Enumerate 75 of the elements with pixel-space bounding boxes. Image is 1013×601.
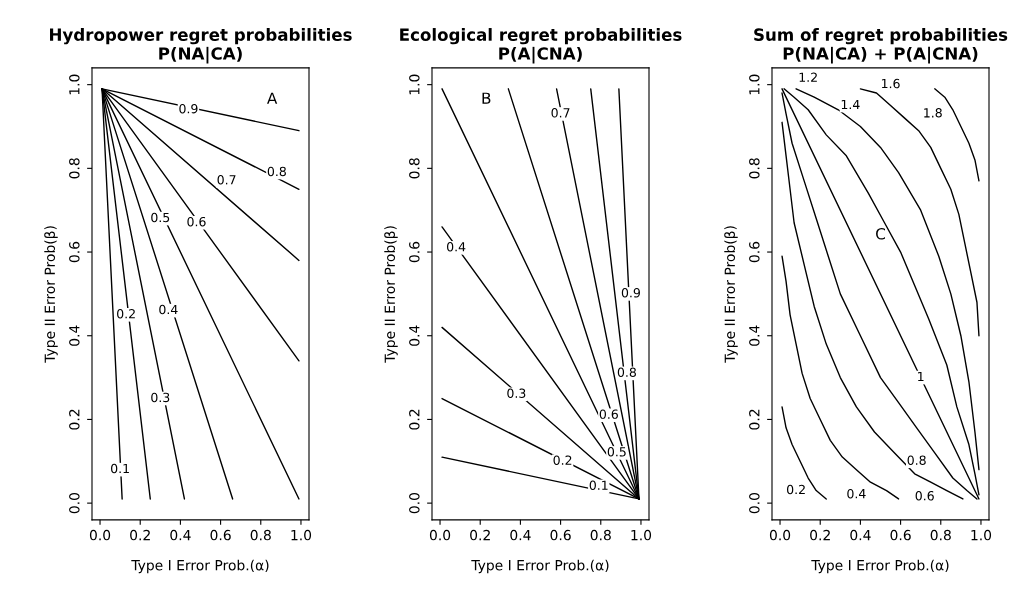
x-tick-label: 1.0: [631, 529, 652, 541]
y-tick-label: 0.0: [69, 493, 80, 514]
x-tick-label: 0.0: [429, 529, 451, 541]
chart-title: Ecological regret probabilities P(A|CNA): [400, 28, 682, 64]
x-tick-label: 0.4: [510, 529, 531, 541]
annotation: 0.6: [599, 409, 618, 419]
annotation: 0.7: [551, 108, 570, 118]
annotation: 0.6: [915, 491, 934, 501]
y-tick-label: 0.0: [409, 493, 420, 514]
annotation: 0.8: [617, 367, 636, 378]
y-axis-title: Type II Error Prob(β): [384, 226, 398, 363]
y-tick-label: 0.6: [749, 241, 760, 263]
x-tick-label: 0.2: [810, 529, 830, 541]
chart-title: Hydropower regret probabilities P(NA|CA): [50, 28, 352, 64]
y-tick-label: 0.2: [749, 409, 760, 430]
annotation: 0.2: [787, 484, 805, 495]
x-tick-label: 1.0: [971, 529, 992, 541]
annotation: 0.7: [217, 175, 236, 185]
y-tick-label: 0.8: [749, 158, 760, 179]
x-tick-label: 0.8: [590, 529, 611, 541]
y-tick-label: 0.8: [409, 158, 420, 179]
x-tick-label: 0.6: [550, 529, 571, 541]
annotation: 0.1: [111, 463, 129, 474]
y-tick-label: 0.6: [409, 241, 420, 263]
annotation: 1.8: [924, 108, 942, 118]
annotation: 0.4: [447, 242, 466, 252]
annotation: B: [482, 92, 491, 104]
annotation: 0.3: [151, 392, 170, 403]
y-tick-label: 0.4: [749, 325, 760, 346]
y-tick-label: 1.0: [69, 74, 80, 95]
annotation: 0.5: [607, 447, 626, 457]
chart-title: Sum of regret probabilities P(NA|CA) + P(A|CNA): [754, 28, 1008, 64]
x-tick-label: 0.0: [769, 529, 791, 541]
x-tick-label: 0.4: [850, 529, 871, 541]
y-axis-title: Type II Error Prob(β): [724, 226, 738, 363]
y-tick-label: 0.8: [69, 158, 80, 179]
y-tick-label: 0.4: [69, 325, 80, 346]
x-tick-label: 0.2: [130, 529, 150, 541]
x-tick-label: 0.2: [470, 529, 490, 541]
x-axis-title: Type I Error Prob.(α): [811, 559, 949, 574]
y-tick-label: 0.4: [409, 325, 420, 346]
x-tick-label: 0.8: [250, 529, 271, 541]
y-tick-label: 1.0: [409, 74, 420, 95]
y-axis-title: Type II Error Prob(β): [44, 226, 58, 363]
annotation: 0.4: [159, 304, 178, 315]
annotation: 0.9: [179, 103, 198, 114]
annotation: 1.6: [881, 78, 900, 89]
y-tick-label: 1.0: [749, 74, 760, 95]
y-tick-label: 0.6: [69, 241, 80, 263]
y-tick-label: 0.0: [749, 493, 760, 514]
annotation: 0.4: [847, 488, 866, 499]
annotation: C: [876, 228, 886, 240]
annotation: 0.9: [621, 288, 640, 298]
x-tick-label: 0.6: [890, 529, 911, 541]
x-axis-title: Type I Error Prob.(α): [131, 559, 269, 574]
x-tick-label: 0.6: [210, 529, 231, 541]
annotation: 0.8: [267, 166, 286, 177]
annotation: A: [267, 92, 278, 104]
annotation: 1.2: [799, 72, 817, 82]
x-tick-label: 1.0: [291, 529, 312, 541]
x-tick-label: 0.0: [89, 529, 111, 541]
x-tick-label: 0.4: [170, 529, 191, 541]
annotation: 0.6: [187, 216, 206, 227]
y-tick-label: 0.2: [409, 409, 420, 430]
y-tick-label: 0.2: [69, 409, 80, 430]
x-tick-label: 0.8: [930, 529, 951, 541]
annotation: 0.8: [907, 455, 926, 465]
annotation: 0.2: [553, 455, 572, 465]
annotation: 0.3: [507, 388, 526, 398]
annotation: 0.5: [151, 212, 170, 223]
annotation: 0.1: [589, 480, 608, 491]
annotation: 1.4: [841, 99, 860, 110]
annotation: 1: [918, 371, 924, 382]
x-axis-title: Type I Error Prob.(α): [471, 559, 609, 574]
annotation: 0.2: [117, 308, 135, 319]
